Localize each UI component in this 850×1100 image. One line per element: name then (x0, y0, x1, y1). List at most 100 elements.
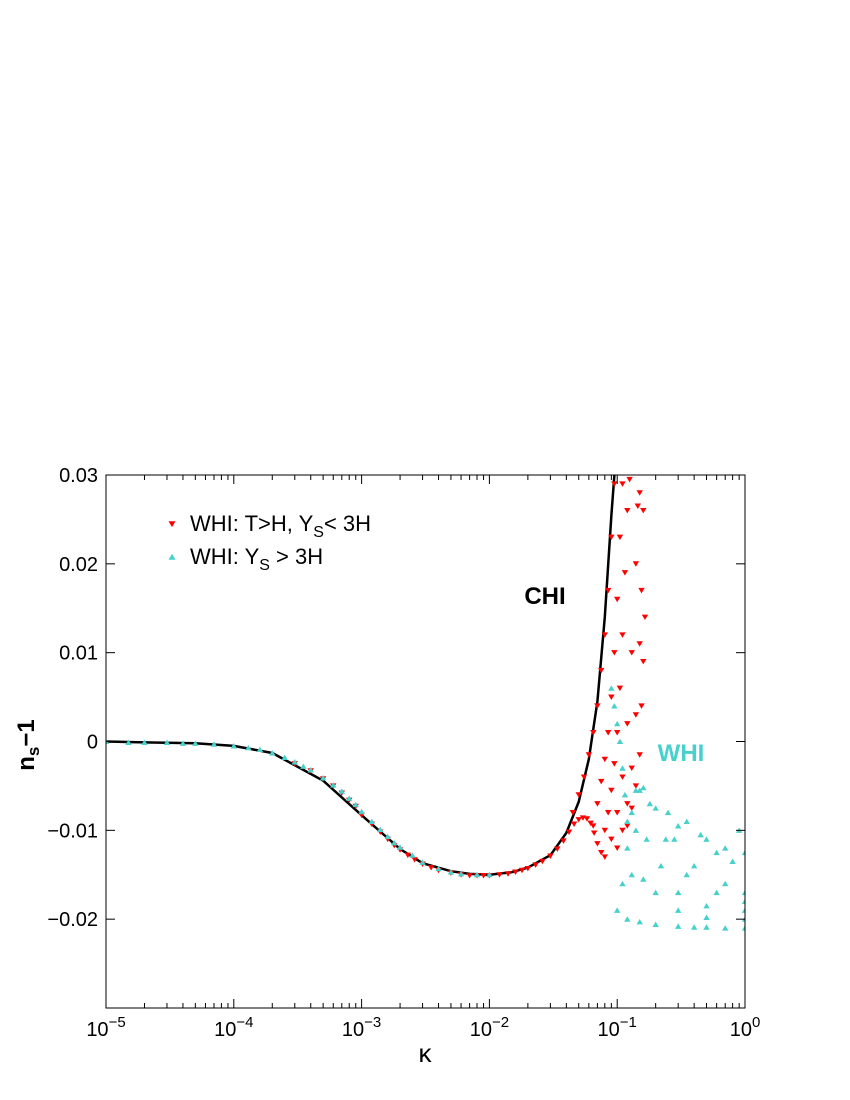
red-data-point (634, 503, 642, 509)
cyan-data-point (419, 859, 426, 865)
red-data-point (604, 730, 612, 736)
cyan-data-point (690, 924, 698, 930)
red-data-point (575, 792, 582, 798)
cyan-data-point (703, 836, 710, 842)
red-data-point (575, 817, 582, 823)
cyan-data-point (703, 924, 710, 930)
x-tick-label: 10−3 (342, 1014, 381, 1041)
x-tick-label: 10−2 (470, 1014, 509, 1041)
cyan-data-point (179, 740, 187, 746)
red-data-point (570, 821, 578, 827)
cyan-data-point (358, 808, 365, 815)
red-data-point (598, 667, 605, 674)
cyan-data-point (619, 765, 626, 771)
red-data-point (466, 873, 473, 879)
red-data-point (611, 481, 618, 487)
red-data-point (601, 632, 609, 638)
cyan-data-point (319, 775, 327, 781)
y-tick-label: −0.01 (47, 820, 98, 842)
red-data-point (524, 865, 532, 872)
red-data-point (560, 838, 567, 844)
red-data-point (480, 873, 487, 879)
y-tick-label: 0.01 (59, 643, 98, 665)
cyan-data-point (608, 685, 615, 691)
cyan-data-point (671, 836, 678, 842)
cyan-data-point (632, 787, 640, 793)
axis-layer: 0.03 0.02 0.01 0 −0.01 −0.02 10−5 10−4 10−3 10−2 1… (47, 465, 760, 1041)
red-data-point (641, 614, 649, 621)
cyan-data-point (652, 921, 659, 928)
red-data-point (427, 865, 435, 871)
cyan-data-point (646, 800, 654, 807)
red-data-point (590, 730, 597, 736)
red-data-point (601, 854, 609, 860)
y-tick-label: 0.02 (59, 554, 98, 576)
red-data-point (636, 490, 643, 496)
cyan-data-point (192, 740, 199, 746)
red-data-point (496, 872, 503, 878)
cyan-data-point (624, 916, 631, 922)
red-data-point (624, 721, 631, 727)
cyan-data-point (281, 754, 288, 761)
cyan-data-point (409, 852, 416, 858)
cyan-data-point (690, 862, 698, 869)
cyan-data-point (346, 795, 353, 801)
red-data-point (611, 761, 618, 767)
red-data-point (632, 561, 640, 567)
red-data-point (624, 801, 631, 807)
red-data-point (624, 507, 631, 514)
cyan-data-point (352, 801, 359, 808)
red-data-point (619, 774, 626, 780)
cyan-data-point (473, 871, 481, 878)
cyan-data-point (269, 750, 276, 756)
red-data-point (608, 534, 615, 541)
cyan-data-point (628, 809, 635, 816)
red-data-point (580, 774, 588, 780)
cyan-data-point (741, 907, 745, 913)
cyan-data-point (636, 918, 643, 925)
chi-curve-label: CHI (524, 583, 565, 610)
red-data-point (598, 849, 605, 856)
cyan-data-point (614, 907, 621, 913)
cyan-data-point (106, 738, 110, 745)
red-data-point (404, 852, 412, 859)
whi-curve-label: WHI (658, 740, 705, 767)
cyan-data-point (300, 763, 307, 769)
cyan-data-point (616, 738, 624, 745)
legend-marker (168, 521, 176, 528)
red-data-point (411, 857, 418, 863)
cyan-data-point (703, 902, 710, 909)
cyan-data-point (683, 871, 690, 878)
red-data-point (640, 507, 647, 514)
red-data-point (632, 783, 640, 789)
red-data-point (512, 869, 519, 875)
cyan-data-point (486, 871, 493, 878)
legend-label: WHI: T>H, YS< 3H (190, 511, 371, 541)
x-tick-label: 10−5 (86, 1014, 125, 1041)
red-data-point (628, 765, 635, 772)
red-data-point (640, 658, 647, 665)
red-data-point (626, 476, 633, 483)
cyan-data-point (652, 889, 659, 896)
red-data-point (594, 841, 601, 847)
cyan-data-point (741, 889, 745, 896)
y-tick-label: 0 (87, 732, 98, 754)
red-data-point (628, 650, 635, 656)
red-data-point (532, 862, 539, 868)
cyan-data-point (391, 839, 398, 846)
red-data-point (621, 570, 629, 576)
cyan-data-point (624, 845, 631, 851)
cyan-data-point (230, 743, 237, 749)
cyan-data-point (674, 889, 682, 896)
red-data-point (594, 703, 601, 709)
red-data-point (585, 752, 593, 758)
cyan-data-point (338, 788, 346, 794)
red-data-point (565, 829, 573, 835)
legend-label: WHI: YS > 3H (190, 544, 323, 574)
cyan-data-point (662, 836, 669, 842)
cyan-data-point (256, 746, 264, 753)
cyan-data-point (163, 739, 171, 745)
cyan-data-point (729, 858, 736, 864)
red-data-point (614, 730, 621, 736)
